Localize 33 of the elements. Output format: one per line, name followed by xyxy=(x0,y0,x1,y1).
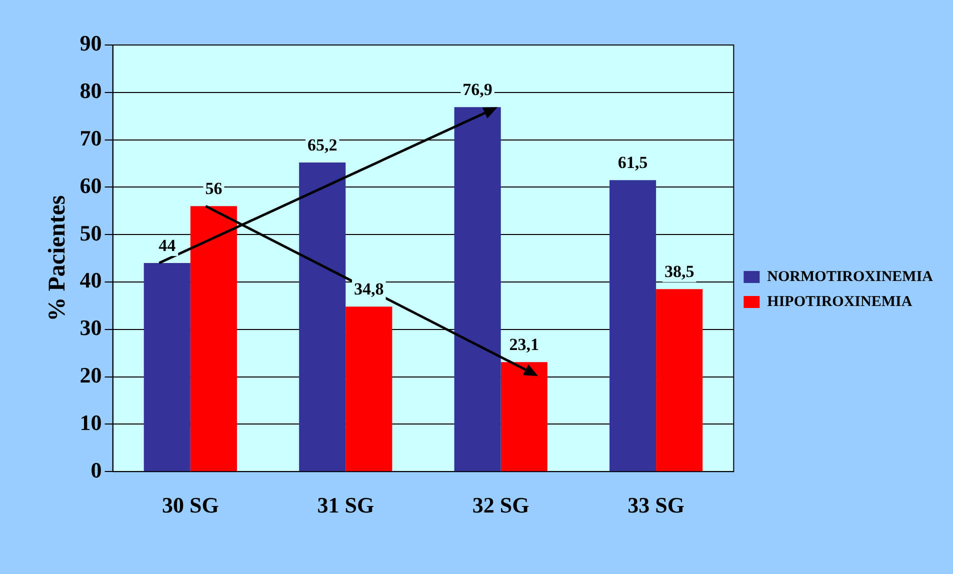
data-label: 76,9 xyxy=(462,80,492,100)
bar xyxy=(299,162,346,472)
x-tick-label: 32 SG xyxy=(472,492,530,518)
bar xyxy=(609,180,656,472)
y-tick-label: 10 xyxy=(80,410,102,435)
y-tick-label: 40 xyxy=(80,268,102,293)
y-tick-label: 60 xyxy=(80,172,102,198)
bar xyxy=(144,263,190,472)
bar xyxy=(190,206,237,472)
y-tick-label: 0 xyxy=(90,457,102,482)
y-tick-label: 70 xyxy=(80,125,102,150)
data-label: 61,5 xyxy=(618,153,648,172)
x-tick-label: 31 SG xyxy=(317,492,374,518)
bar xyxy=(500,362,548,472)
y-tick-label: 80 xyxy=(80,78,102,104)
x-tick-label: 33 SG xyxy=(628,492,684,518)
data-label: 23,1 xyxy=(509,335,539,354)
y-tick-label: 30 xyxy=(80,315,102,340)
data-label: 65,2 xyxy=(307,136,338,155)
bar xyxy=(656,289,703,472)
y-tick-label: 50 xyxy=(80,220,102,246)
x-tick-label: 30 SG xyxy=(162,492,219,518)
y-tick-label: 20 xyxy=(80,362,102,388)
y-tick-label: 90 xyxy=(80,30,102,56)
data-label: 56 xyxy=(205,179,222,198)
data-label: 38,5 xyxy=(664,262,694,282)
data-label: 44 xyxy=(158,236,176,256)
bar xyxy=(346,306,392,472)
legend-label: NORMOTIROXINEMIA xyxy=(767,268,934,285)
data-label: 34,8 xyxy=(354,280,384,299)
y-axis-title: % Pacientes xyxy=(44,195,71,322)
legend-label: HIPOTIROXINEMIA xyxy=(767,294,912,310)
bar xyxy=(454,107,501,472)
